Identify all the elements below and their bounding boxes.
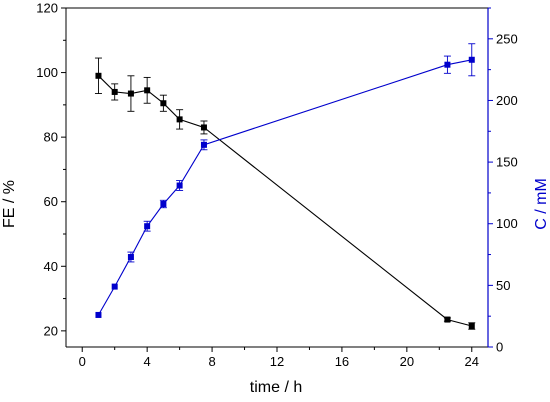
y-axis-right: 0 50 100 150 200 250 (488, 7, 518, 355)
concentration-data-point (176, 182, 183, 189)
concentration-data-point (127, 254, 134, 261)
fe-data-point (468, 323, 475, 330)
fe-data-point (111, 88, 118, 95)
x-tick-label: 8 (208, 354, 215, 369)
y-left-tick-label: 60 (44, 194, 58, 209)
fe-data-point (127, 90, 134, 97)
fe-data-point (95, 72, 102, 79)
y-left-tick-label: 100 (36, 65, 58, 80)
fe-data-point (176, 116, 183, 123)
y-right-tick-label: 150 (496, 155, 518, 170)
y-right-tick-label: 50 (496, 278, 510, 293)
concentration-data-point (468, 56, 475, 63)
concentration-data-point (111, 283, 118, 290)
series-group (94, 43, 476, 330)
fe-data-point (144, 87, 151, 94)
fe-data-point (160, 100, 167, 107)
y-right-tick-label: 0 (496, 340, 503, 355)
concentration-data-point (200, 141, 207, 148)
x-axis-title: time / h (250, 379, 302, 396)
concentration-series-line (98, 59, 472, 316)
concentration-data-point (144, 223, 151, 230)
concentration-data-point (95, 311, 102, 318)
x-tick-label: 4 (144, 354, 151, 369)
y-right-tick-label: 200 (496, 93, 518, 108)
x-axis: 0 4 8 12 16 20 24 (79, 347, 479, 369)
fe-data-point (200, 124, 207, 131)
x-tick-label: 12 (270, 354, 284, 369)
y-left-tick-label: 20 (44, 323, 58, 338)
x-tick-label: 0 (79, 354, 86, 369)
fe-series-line (98, 75, 472, 327)
x-tick-label: 20 (400, 354, 414, 369)
x-tick-label: 24 (465, 354, 479, 369)
concentration-data-point (160, 201, 167, 208)
y-right-tick-label: 100 (496, 216, 518, 231)
y-axis-left-title: FE / % (1, 180, 18, 228)
y-right-tick-label: 250 (496, 31, 518, 46)
y-axis-left: 20 40 60 80 100 120 (36, 1, 66, 338)
fe-data-point (444, 316, 451, 323)
y-left-tick-label: 40 (44, 259, 58, 274)
y-left-tick-label: 80 (44, 130, 58, 145)
y-axis-right-title: C / mM (533, 178, 550, 230)
concentration-data-point (444, 61, 451, 68)
y-left-tick-label: 120 (36, 1, 58, 16)
x-tick-label: 16 (335, 354, 349, 369)
plot-frame (65, 7, 489, 348)
